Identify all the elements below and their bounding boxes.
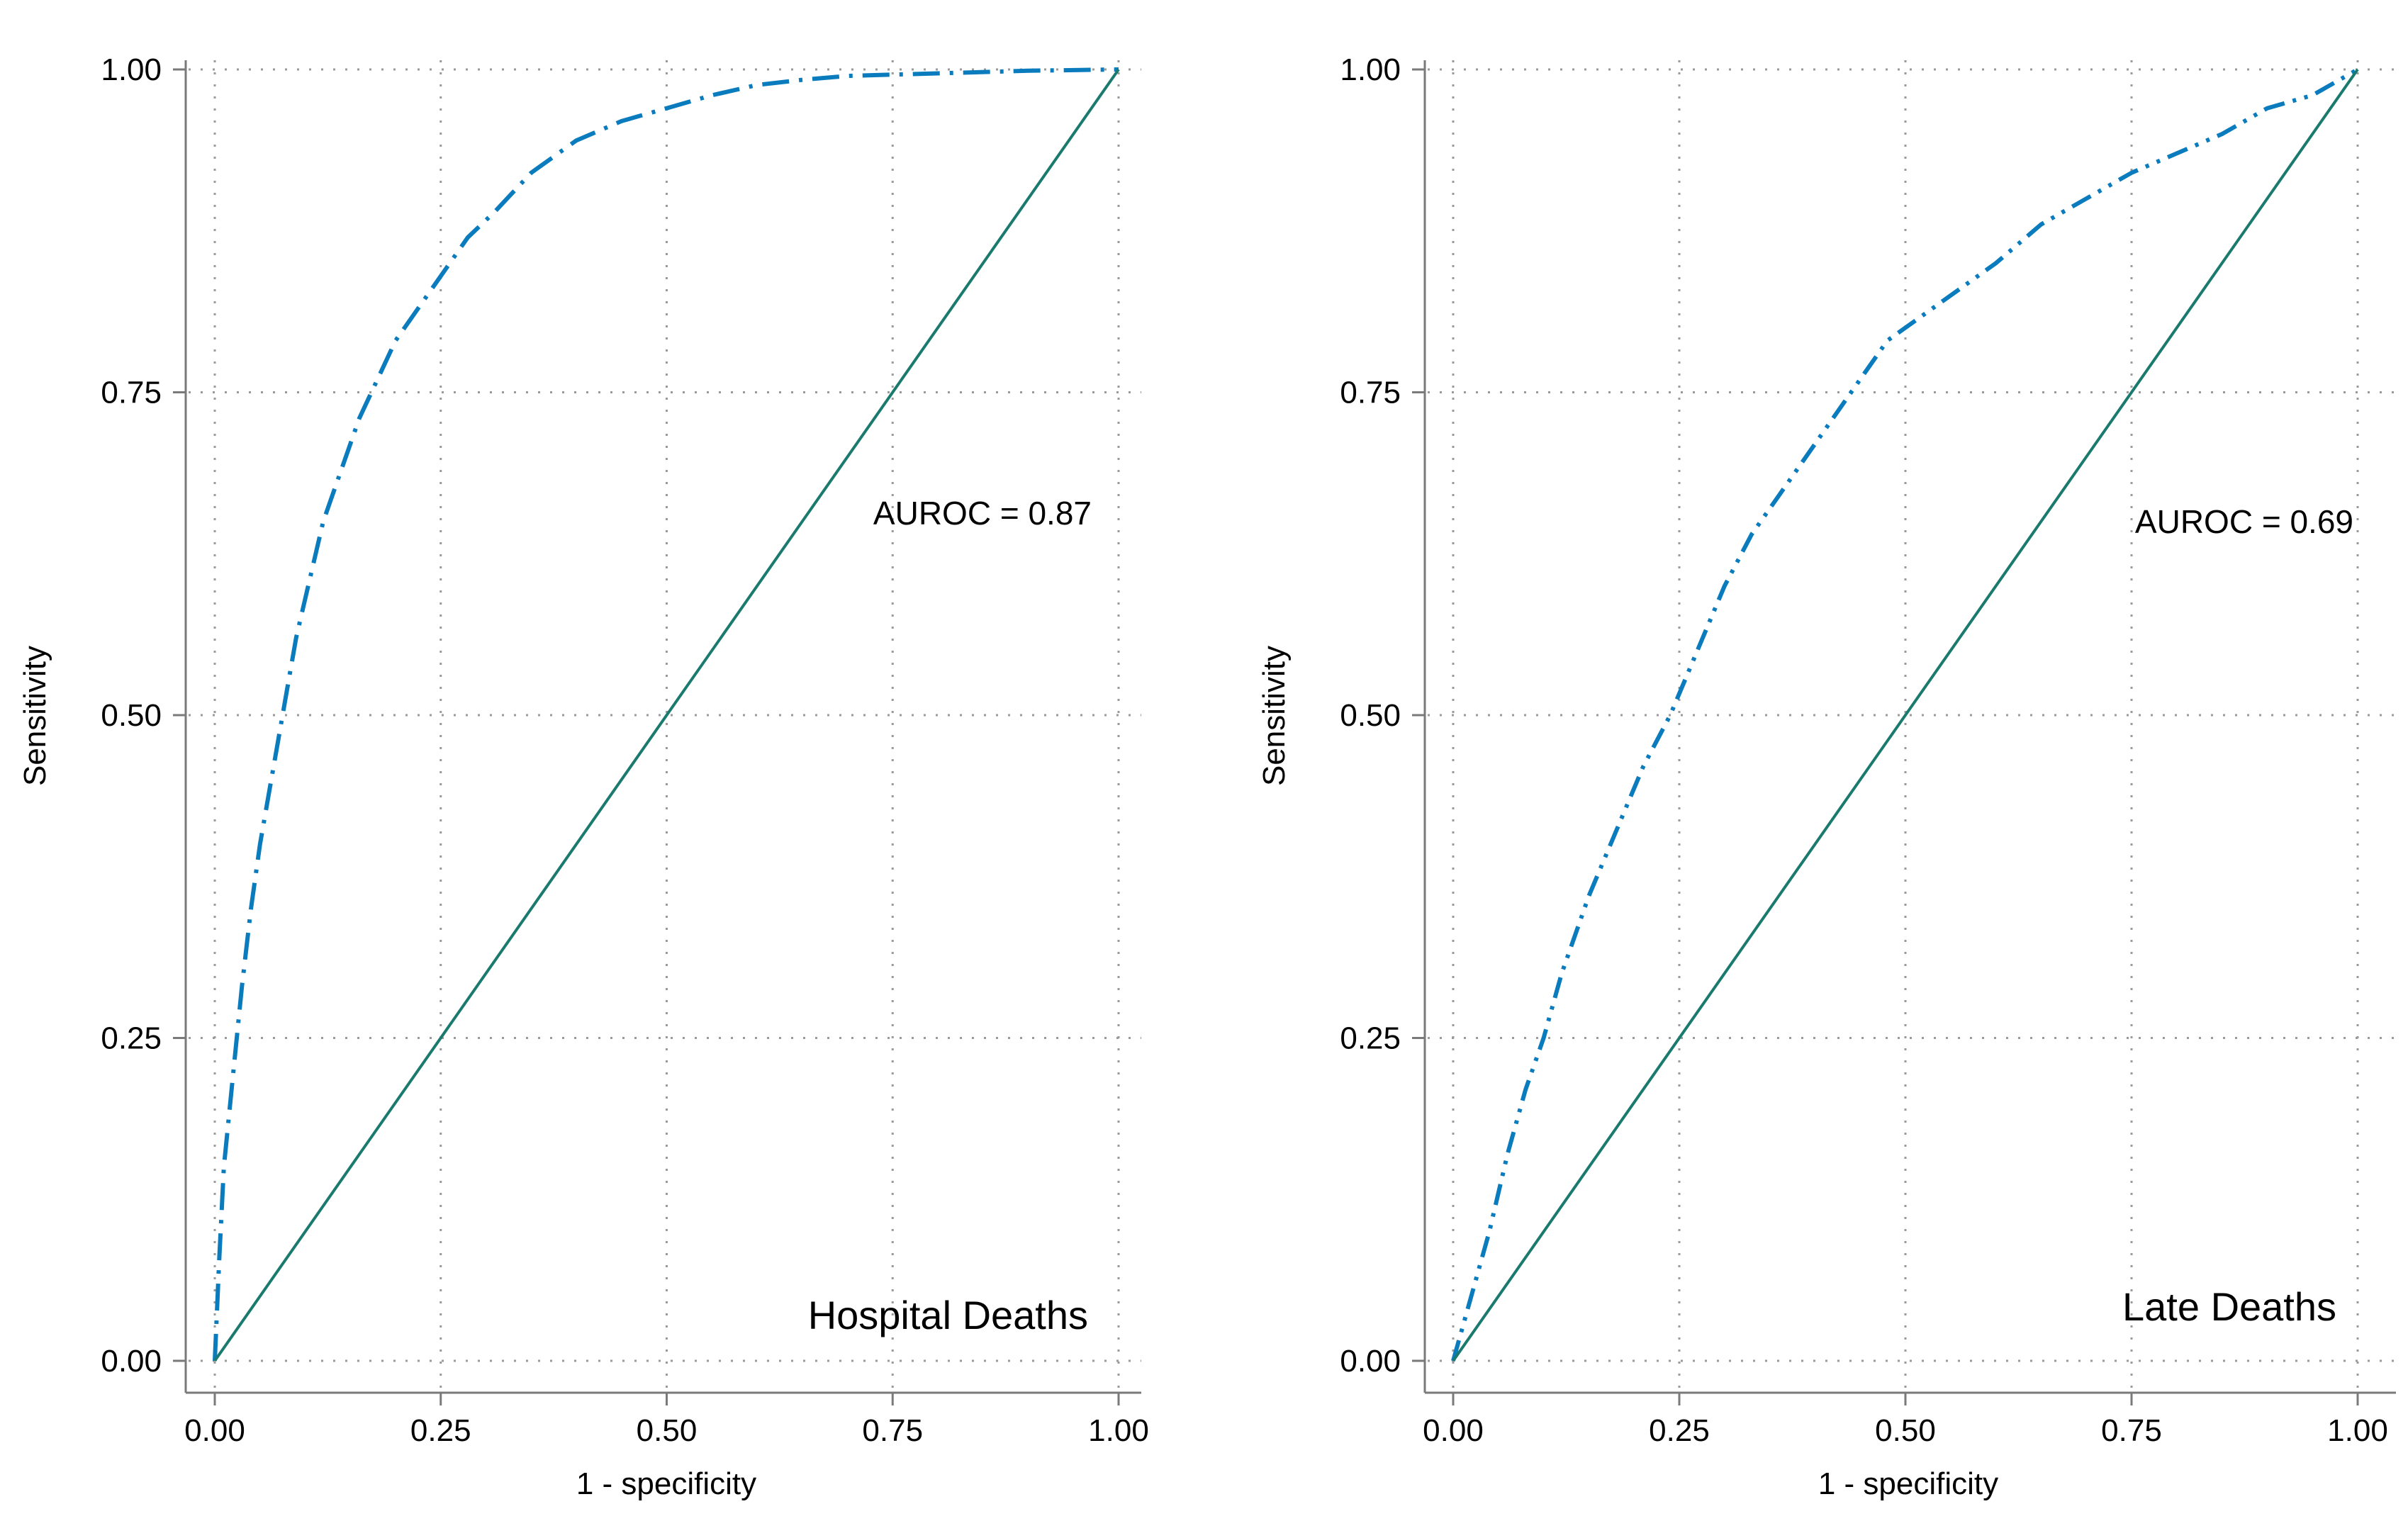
y-tick-label: 0.50 xyxy=(101,698,162,733)
roc-curve xyxy=(1451,67,2359,1362)
x-tick-label: 1.00 xyxy=(2327,1413,2388,1448)
y-axis-title: Sensitivity xyxy=(1257,646,1292,786)
x-tick-label: 0.75 xyxy=(862,1413,923,1448)
x-tick-label: 1.00 xyxy=(1088,1413,1149,1448)
grid xyxy=(189,60,1141,1390)
x-tick-label: 0.50 xyxy=(1875,1413,1936,1448)
panel-title: Hospital Deaths xyxy=(808,1293,1088,1337)
roc-curve xyxy=(213,67,1119,1362)
x-axis-title: 1 - specificity xyxy=(1818,1466,1998,1501)
panel-title: Late Deaths xyxy=(2122,1284,2336,1329)
x-axis-title: 1 - specificity xyxy=(576,1466,756,1501)
ticks: 0.00 0.25 0.50 0.75 1.00 0.00 0.25 0.50 0.75 1.00 xyxy=(1340,52,2387,1448)
grid xyxy=(1428,60,2396,1390)
axes xyxy=(1423,60,2396,1394)
axes xyxy=(184,60,1141,1394)
x-tick-label: 0.75 xyxy=(2101,1413,2162,1448)
series-layer xyxy=(1451,67,2359,1362)
y-tick-label: 1.00 xyxy=(101,52,162,87)
x-tick-label: 0.00 xyxy=(1423,1413,1484,1448)
roc-panel-hospital-deaths: 0.00 0.25 0.50 0.75 1.00 0.00 0.25 0.50 0.75 1.00… xyxy=(18,52,1149,1501)
auroc-annotation: AUROC = 0.87 xyxy=(873,495,1092,532)
y-tick-label: 0.00 xyxy=(1340,1344,1401,1379)
ticks: 0.00 0.25 0.50 0.75 1.00 0.00 0.25 0.50 0.75 1.00 xyxy=(101,52,1148,1448)
y-tick-label: 0.75 xyxy=(101,376,162,410)
y-tick-label: 0.25 xyxy=(1340,1021,1401,1056)
x-tick-label: 0.00 xyxy=(184,1413,245,1448)
x-tick-label: 0.25 xyxy=(1649,1413,1710,1448)
x-tick-label: 0.25 xyxy=(410,1413,471,1448)
series-layer xyxy=(213,67,1120,1362)
y-tick-label: 1.00 xyxy=(1340,52,1401,87)
y-tick-label: 0.25 xyxy=(101,1021,162,1056)
x-tick-label: 0.50 xyxy=(637,1413,698,1448)
reference-line xyxy=(1452,68,2359,1362)
auroc-annotation: AUROC = 0.69 xyxy=(2135,503,2353,540)
y-tick-label: 0.50 xyxy=(1340,698,1401,733)
y-axis-title: Sensitivity xyxy=(18,646,52,786)
y-tick-label: 0.00 xyxy=(101,1344,162,1379)
y-tick-label: 0.75 xyxy=(1340,376,1401,410)
roc-panel-late-deaths: 0.00 0.25 0.50 0.75 1.00 0.00 0.25 0.50 0.75 1.00… xyxy=(1257,52,2396,1501)
reference-line xyxy=(213,68,1120,1362)
